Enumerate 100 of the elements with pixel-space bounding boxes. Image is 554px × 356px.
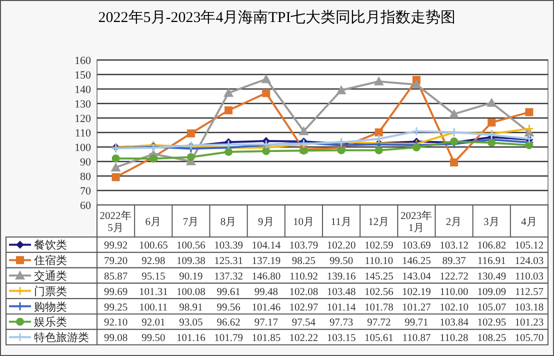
text: 145.25 bbox=[364, 272, 394, 282]
text: 97.72 bbox=[367, 318, 391, 329]
text: 124.03 bbox=[514, 256, 544, 268]
text: 92.10 bbox=[104, 318, 128, 329]
text: 102.20 bbox=[326, 240, 356, 252]
text: 97.54 bbox=[292, 318, 316, 329]
text: 103.39 bbox=[214, 240, 243, 252]
text: 96.62 bbox=[216, 318, 240, 329]
text: 105.12 bbox=[514, 240, 544, 252]
text: 106.82 bbox=[477, 240, 506, 252]
text: 99.61 bbox=[216, 286, 240, 298]
text: 99.48 bbox=[254, 286, 278, 298]
text: 101.14 bbox=[326, 302, 356, 314]
text: 130.49 bbox=[477, 272, 506, 282]
text: 92.01 bbox=[142, 318, 166, 329]
text: 103.79 bbox=[289, 240, 318, 252]
text: 103.69 bbox=[402, 240, 431, 252]
text: 99.50 bbox=[142, 333, 166, 344]
text: 110.00 bbox=[440, 286, 468, 298]
x-tick-label: 3月 bbox=[484, 216, 500, 228]
text: 99.71 bbox=[404, 318, 428, 329]
text: 99.56 bbox=[216, 302, 240, 314]
legend-label: 特色旅游类 bbox=[34, 331, 89, 344]
text: 109.09 bbox=[477, 286, 506, 298]
x-tick-label: 2022年 5月 bbox=[100, 210, 132, 234]
text: 122.72 bbox=[440, 272, 468, 282]
x-tick-label: 4月 bbox=[521, 216, 538, 228]
text: 112.57 bbox=[514, 286, 544, 298]
text: 97.17 bbox=[254, 318, 278, 329]
legend-label: 门票类 bbox=[34, 284, 67, 298]
y-tick-label: 150 bbox=[74, 70, 92, 82]
text: 102.97 bbox=[289, 302, 318, 314]
text: 99.50 bbox=[329, 256, 354, 268]
text: 99.25 bbox=[104, 302, 128, 314]
text: 103.84 bbox=[440, 318, 468, 329]
y-tick-label: 140 bbox=[74, 84, 92, 96]
text: 103.18 bbox=[514, 302, 544, 314]
y-tick-label: 120 bbox=[74, 113, 92, 125]
text: 99.92 bbox=[104, 240, 128, 252]
text: 101.31 bbox=[138, 286, 168, 298]
text: 97.73 bbox=[329, 318, 354, 329]
text: 102.56 bbox=[364, 286, 394, 298]
text: 79.20 bbox=[104, 256, 128, 268]
text: 102.22 bbox=[289, 333, 318, 344]
text: 102.59 bbox=[364, 240, 394, 252]
text: 102.08 bbox=[289, 286, 318, 298]
x-tick-label: 2月 bbox=[446, 216, 462, 228]
text: 95.15 bbox=[142, 272, 166, 282]
text: 85.87 bbox=[104, 272, 128, 282]
text: 143.04 bbox=[402, 272, 431, 282]
text: 98.25 bbox=[292, 256, 316, 268]
text: 100.65 bbox=[138, 240, 168, 252]
text: 110.10 bbox=[364, 256, 394, 268]
text: 98.91 bbox=[179, 302, 203, 314]
text: 103.12 bbox=[440, 240, 468, 252]
text: 110.92 bbox=[289, 272, 318, 282]
text: 101.78 bbox=[364, 302, 394, 314]
text: 110.87 bbox=[402, 333, 431, 344]
y-tick-label: 130 bbox=[74, 98, 92, 110]
text: 92.98 bbox=[142, 256, 166, 268]
legend-label: 餐饮类 bbox=[34, 238, 67, 252]
text: 101.27 bbox=[402, 302, 431, 314]
x-tick-label: 7月 bbox=[182, 216, 200, 228]
text: 146.25 bbox=[402, 256, 431, 268]
legend-label: 住宿类 bbox=[34, 254, 67, 268]
text: 125.31 bbox=[214, 256, 243, 268]
y-tick-label: 90 bbox=[80, 156, 92, 168]
text: 110.28 bbox=[440, 333, 468, 344]
text: 108.25 bbox=[477, 333, 506, 344]
text: 93.05 bbox=[179, 318, 203, 329]
x-tick-label: 6月 bbox=[145, 216, 162, 228]
legend-label: 交通类 bbox=[34, 270, 67, 282]
text: 109.38 bbox=[176, 256, 206, 268]
text: 101.23 bbox=[514, 318, 544, 329]
text: 146.80 bbox=[252, 272, 281, 282]
text: 105.70 bbox=[514, 333, 544, 344]
x-tick-label: 8月 bbox=[220, 216, 237, 228]
x-tick-label: 2023年 1月 bbox=[400, 210, 432, 234]
text: 102.95 bbox=[477, 318, 506, 329]
text: 100.11 bbox=[139, 302, 168, 314]
legend-label: 购物类 bbox=[34, 300, 67, 314]
text: 101.46 bbox=[252, 302, 281, 314]
y-tick-label: 100 bbox=[74, 142, 92, 154]
text: 101.16 bbox=[176, 333, 206, 344]
y-tick-label: 60 bbox=[80, 200, 92, 212]
y-tick-label: 80 bbox=[80, 171, 92, 183]
text: 103.48 bbox=[326, 286, 356, 298]
text: 100.08 bbox=[176, 286, 206, 298]
text: 99.08 bbox=[104, 333, 128, 344]
y-tick-label: 110 bbox=[74, 128, 92, 140]
legend-label: 娱乐类 bbox=[34, 316, 67, 329]
text: 90.19 bbox=[179, 272, 203, 282]
text: 104.14 bbox=[252, 240, 281, 252]
x-tick-label: 12月 bbox=[368, 216, 390, 228]
y-tick-label: 160 bbox=[74, 55, 92, 67]
text: 105.61 bbox=[364, 333, 394, 344]
x-tick-label: 9月 bbox=[258, 216, 274, 228]
text: 100.56 bbox=[176, 240, 206, 252]
x-tick-label: 11月 bbox=[330, 216, 352, 228]
text: 102.10 bbox=[440, 302, 468, 314]
